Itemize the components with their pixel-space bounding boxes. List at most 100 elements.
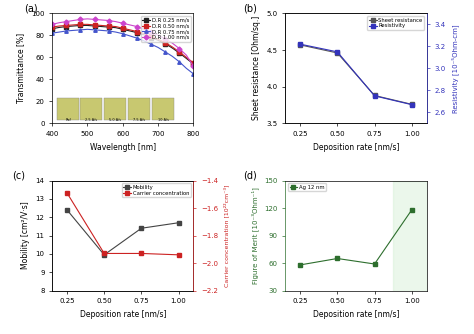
Sheet resistance xyxy=(409,102,415,106)
D.R 0.75 nm/s xyxy=(56,30,62,34)
D.R 0.75 nm/s xyxy=(99,28,104,32)
Mobility xyxy=(176,221,182,225)
Text: (d): (d) xyxy=(243,170,256,180)
D.R 0.25 nm/s xyxy=(78,23,83,27)
D.R 0.75 nm/s xyxy=(64,29,69,33)
Y-axis label: Figure of Merit [10⁻³Ohm⁻¹]: Figure of Merit [10⁻³Ohm⁻¹] xyxy=(251,187,259,284)
D.R 0.75 nm/s xyxy=(134,36,140,40)
Line: D.R 0.50 nm/s: D.R 0.50 nm/s xyxy=(50,23,195,64)
D.R 0.75 nm/s xyxy=(191,72,196,76)
D.R 0.50 nm/s xyxy=(91,23,97,27)
D.R 0.50 nm/s xyxy=(176,50,182,54)
D.R 0.75 nm/s xyxy=(148,42,154,46)
Mobility xyxy=(138,226,144,230)
D.R 0.50 nm/s xyxy=(148,34,154,38)
D.R 0.50 nm/s xyxy=(49,25,55,29)
D.R 0.75 nm/s xyxy=(78,28,83,32)
Y-axis label: Mobility [cm²/V·s]: Mobility [cm²/V·s] xyxy=(21,202,30,270)
D.R 0.25 nm/s xyxy=(71,24,76,28)
Text: (c): (c) xyxy=(13,170,26,180)
D.R 1.00 nm/s xyxy=(71,18,76,22)
Text: (a): (a) xyxy=(24,3,37,13)
Line: D.R 1.00 nm/s: D.R 1.00 nm/s xyxy=(50,17,195,68)
D.R 1.00 nm/s xyxy=(99,18,104,22)
Text: Ref: Ref xyxy=(65,118,71,122)
D.R 0.50 nm/s xyxy=(99,23,104,27)
D.R 0.50 nm/s xyxy=(191,61,196,65)
Resistivity xyxy=(409,103,415,107)
Carrier concentration xyxy=(101,252,107,256)
D.R 1.00 nm/s xyxy=(148,30,154,34)
D.R 1.00 nm/s xyxy=(113,20,118,24)
Carrier concentration xyxy=(64,191,70,195)
Mobility xyxy=(101,253,107,257)
D.R 0.75 nm/s xyxy=(169,54,175,58)
Ag 12 nm xyxy=(409,208,415,212)
D.R 1.00 nm/s xyxy=(176,46,182,50)
D.R 0.75 nm/s xyxy=(120,32,126,36)
D.R 0.75 nm/s xyxy=(71,28,76,32)
D.R 1.00 nm/s xyxy=(78,17,83,21)
D.R 0.25 nm/s xyxy=(120,27,126,31)
Text: 2.5 A/s: 2.5 A/s xyxy=(85,118,97,122)
Line: Sheet resistance: Sheet resistance xyxy=(299,43,413,106)
D.R 0.25 nm/s xyxy=(148,35,154,39)
Text: (b): (b) xyxy=(243,3,257,13)
Carrier concentration xyxy=(138,252,144,256)
Text: 7.5 A/s: 7.5 A/s xyxy=(133,118,145,122)
D.R 1.00 nm/s xyxy=(155,33,161,37)
D.R 0.75 nm/s xyxy=(176,60,182,64)
D.R 0.50 nm/s xyxy=(141,32,147,36)
D.R 0.25 nm/s xyxy=(85,23,91,27)
D.R 0.50 nm/s xyxy=(71,23,76,27)
Line: D.R 0.75 nm/s: D.R 0.75 nm/s xyxy=(50,28,195,75)
Y-axis label: Resistivity [10⁻⁵Ohm-cm]: Resistivity [10⁻⁵Ohm-cm] xyxy=(451,24,459,113)
FancyBboxPatch shape xyxy=(153,98,173,120)
D.R 0.75 nm/s xyxy=(49,31,55,35)
Legend: Ag 12 nm: Ag 12 nm xyxy=(288,183,326,191)
Bar xyxy=(393,181,427,291)
D.R 1.00 nm/s xyxy=(120,21,126,25)
Sheet resistance xyxy=(372,94,377,98)
D.R 0.25 nm/s xyxy=(162,42,168,46)
Y-axis label: Carrier concentration [10²²cm⁻³]: Carrier concentration [10²²cm⁻³] xyxy=(224,184,229,287)
Line: Mobility: Mobility xyxy=(65,208,180,257)
FancyBboxPatch shape xyxy=(81,98,101,120)
D.R 0.25 nm/s xyxy=(49,27,55,31)
D.R 0.50 nm/s xyxy=(120,26,126,30)
D.R 0.50 nm/s xyxy=(106,24,111,28)
Y-axis label: Transmittance [%]: Transmittance [%] xyxy=(17,33,26,104)
D.R 0.25 nm/s xyxy=(191,62,196,66)
D.R 0.50 nm/s xyxy=(56,24,62,28)
Line: D.R 0.25 nm/s: D.R 0.25 nm/s xyxy=(50,24,195,66)
Ag 12 nm xyxy=(335,257,340,261)
D.R 0.25 nm/s xyxy=(127,29,133,33)
Sheet resistance xyxy=(335,51,340,55)
D.R 1.00 nm/s xyxy=(127,23,133,27)
X-axis label: Deposition rate [nm/s]: Deposition rate [nm/s] xyxy=(313,310,399,319)
Carrier concentration xyxy=(176,253,182,257)
Ag 12 nm xyxy=(372,262,377,266)
D.R 0.75 nm/s xyxy=(113,30,118,34)
D.R 0.75 nm/s xyxy=(183,66,189,70)
D.R 0.25 nm/s xyxy=(113,26,118,30)
D.R 0.50 nm/s xyxy=(127,28,133,32)
X-axis label: Deposition rate [nm/s]: Deposition rate [nm/s] xyxy=(313,143,399,152)
Y-axis label: Sheet resistance [Ohm/sq.]: Sheet resistance [Ohm/sq.] xyxy=(252,16,261,121)
D.R 0.75 nm/s xyxy=(127,34,133,38)
D.R 0.50 nm/s xyxy=(78,22,83,26)
D.R 0.50 nm/s xyxy=(183,55,189,59)
D.R 0.50 nm/s xyxy=(169,45,175,49)
D.R 1.00 nm/s xyxy=(162,37,168,41)
Legend: D.R 0.25 nm/s, D.R 0.50 nm/s, D.R 0.75 nm/s, D.R 1.00 nm/s: D.R 0.25 nm/s, D.R 0.50 nm/s, D.R 0.75 n… xyxy=(141,16,191,41)
D.R 1.00 nm/s xyxy=(85,17,91,21)
D.R 0.75 nm/s xyxy=(85,27,91,31)
D.R 0.25 nm/s xyxy=(176,51,182,55)
D.R 0.75 nm/s xyxy=(91,28,97,32)
D.R 0.25 nm/s xyxy=(155,38,161,42)
D.R 0.25 nm/s xyxy=(141,33,147,37)
D.R 0.50 nm/s xyxy=(64,23,69,27)
Legend: Sheet resistance, Resistivity: Sheet resistance, Resistivity xyxy=(367,16,424,30)
Resistivity xyxy=(297,42,303,46)
D.R 1.00 nm/s xyxy=(91,17,97,21)
